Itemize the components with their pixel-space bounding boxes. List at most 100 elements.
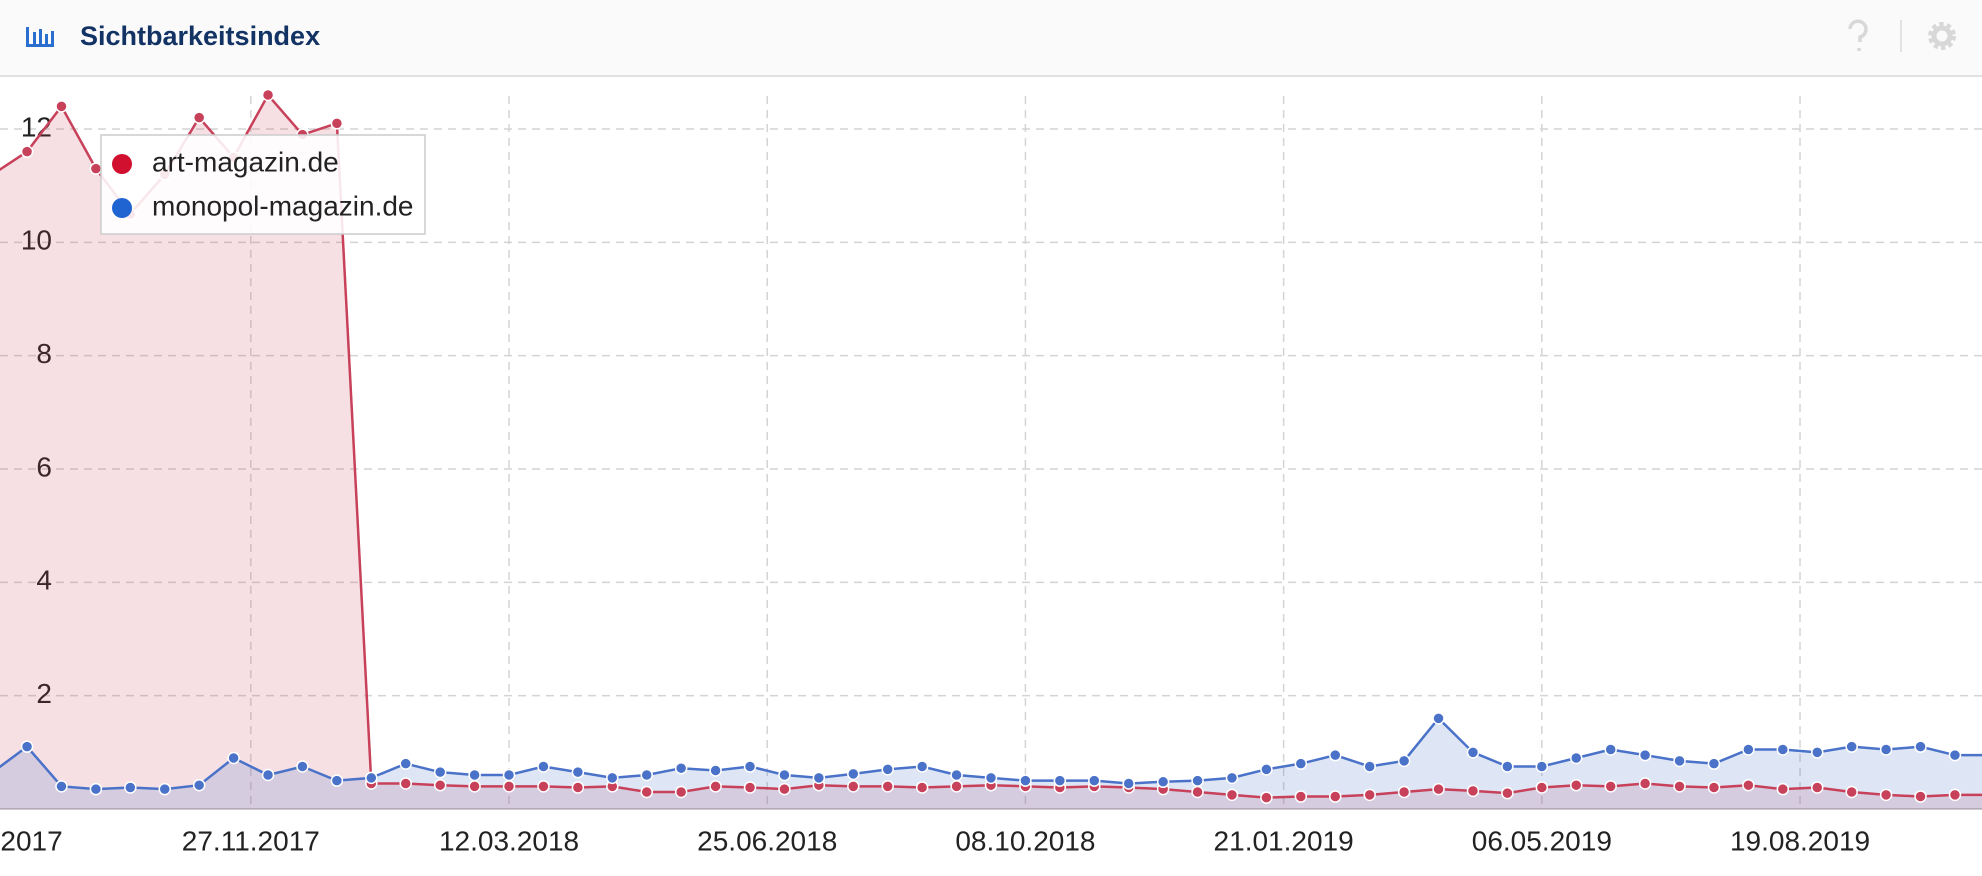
data-point bbox=[55, 780, 68, 793]
data-point bbox=[1397, 785, 1411, 799]
data-point bbox=[365, 771, 378, 785]
data-point bbox=[1948, 748, 1962, 762]
data-point bbox=[674, 785, 688, 799]
data-point bbox=[571, 781, 585, 794]
data-point bbox=[709, 764, 722, 777]
data-point bbox=[1535, 781, 1549, 794]
data-point bbox=[1604, 780, 1617, 793]
data-point bbox=[296, 760, 309, 773]
data-point bbox=[89, 782, 103, 796]
data-point bbox=[1329, 748, 1342, 762]
data-point bbox=[950, 780, 963, 793]
y-tick-label: 2 bbox=[36, 678, 52, 709]
data-point bbox=[1810, 781, 1824, 794]
data-point bbox=[709, 780, 722, 793]
data-point bbox=[192, 111, 206, 124]
data-point bbox=[1191, 774, 1204, 787]
settings-icon[interactable] bbox=[1928, 22, 1956, 50]
data-point bbox=[1088, 774, 1101, 787]
data-point bbox=[1879, 788, 1893, 802]
chart-icon bbox=[26, 27, 54, 47]
data-point bbox=[399, 777, 412, 790]
data-point bbox=[778, 768, 791, 782]
data-point bbox=[468, 780, 481, 793]
legend-box bbox=[100, 134, 426, 235]
data-point bbox=[674, 761, 688, 775]
header bbox=[0, 0, 1982, 76]
data-point bbox=[468, 768, 481, 782]
help-icon[interactable] bbox=[1848, 19, 1868, 51]
data-point bbox=[55, 100, 68, 113]
y-tick-label: 4 bbox=[36, 565, 52, 596]
data-point bbox=[1845, 740, 1858, 753]
data-point bbox=[1742, 778, 1755, 792]
data-point bbox=[537, 760, 550, 773]
legend-label: monopol-magazin.de bbox=[152, 190, 414, 221]
x-tick-label: 21.01.2019 bbox=[1214, 825, 1354, 856]
data-point bbox=[1914, 740, 1927, 753]
y-tick-label: 10 bbox=[21, 225, 52, 256]
data-point bbox=[433, 765, 447, 779]
data-point bbox=[1019, 774, 1032, 787]
data-point bbox=[1810, 746, 1824, 759]
x-tick-label: 19.08.2019 bbox=[1730, 825, 1870, 856]
data-point bbox=[847, 780, 860, 793]
data-point bbox=[261, 768, 275, 782]
data-point bbox=[1122, 777, 1135, 790]
data-point bbox=[1673, 754, 1686, 768]
data-point bbox=[1604, 743, 1617, 756]
legend-marker bbox=[112, 198, 132, 218]
data-point bbox=[1570, 778, 1583, 792]
x-tick-label: 25.06.2018 bbox=[697, 825, 837, 856]
data-point bbox=[1053, 774, 1067, 787]
data-point bbox=[606, 771, 619, 785]
data-point bbox=[1294, 757, 1308, 770]
data-point bbox=[537, 780, 550, 793]
data-point bbox=[89, 162, 103, 175]
legend: art-magazin.de monopol-magazin.de bbox=[100, 134, 426, 235]
data-point bbox=[847, 767, 860, 781]
data-point bbox=[881, 780, 894, 793]
legend-marker bbox=[112, 154, 132, 174]
data-point bbox=[330, 774, 344, 787]
y-tick-label: 8 bbox=[36, 338, 52, 369]
data-point bbox=[1432, 712, 1445, 725]
data-point bbox=[124, 781, 137, 794]
data-point bbox=[1914, 790, 1927, 803]
data-point bbox=[1501, 760, 1514, 773]
data-point bbox=[1879, 743, 1893, 756]
data-point bbox=[1191, 785, 1204, 799]
data-point bbox=[915, 760, 929, 773]
data-point bbox=[1707, 781, 1721, 794]
data-point bbox=[330, 117, 344, 130]
data-point bbox=[812, 771, 826, 785]
data-point bbox=[881, 763, 894, 776]
data-point bbox=[915, 781, 929, 794]
data-point bbox=[1742, 743, 1755, 756]
data-point bbox=[399, 757, 412, 770]
x-tick-label: 06.05.2019 bbox=[1472, 825, 1612, 856]
data-point bbox=[1225, 771, 1239, 785]
data-point bbox=[1294, 790, 1308, 803]
data-point bbox=[1466, 746, 1480, 759]
y-tick-label: 6 bbox=[36, 451, 52, 482]
data-point bbox=[1363, 760, 1376, 773]
x-tick-label: 27.11.2017 bbox=[182, 825, 320, 856]
data-point bbox=[1466, 784, 1480, 798]
data-point bbox=[1535, 760, 1549, 773]
data-point bbox=[502, 780, 516, 793]
data-point bbox=[261, 88, 275, 102]
data-point bbox=[1225, 788, 1239, 802]
data-point bbox=[1501, 786, 1514, 800]
data-point bbox=[20, 145, 34, 158]
data-point bbox=[502, 768, 516, 782]
x-tick-label: 14.08.2017 bbox=[0, 825, 63, 856]
data-point bbox=[1845, 785, 1858, 799]
data-point bbox=[1707, 757, 1721, 770]
data-point bbox=[950, 768, 963, 782]
x-tick-label: 12.03.2018 bbox=[439, 825, 579, 856]
data-point bbox=[1638, 777, 1652, 790]
data-point bbox=[1156, 775, 1170, 789]
